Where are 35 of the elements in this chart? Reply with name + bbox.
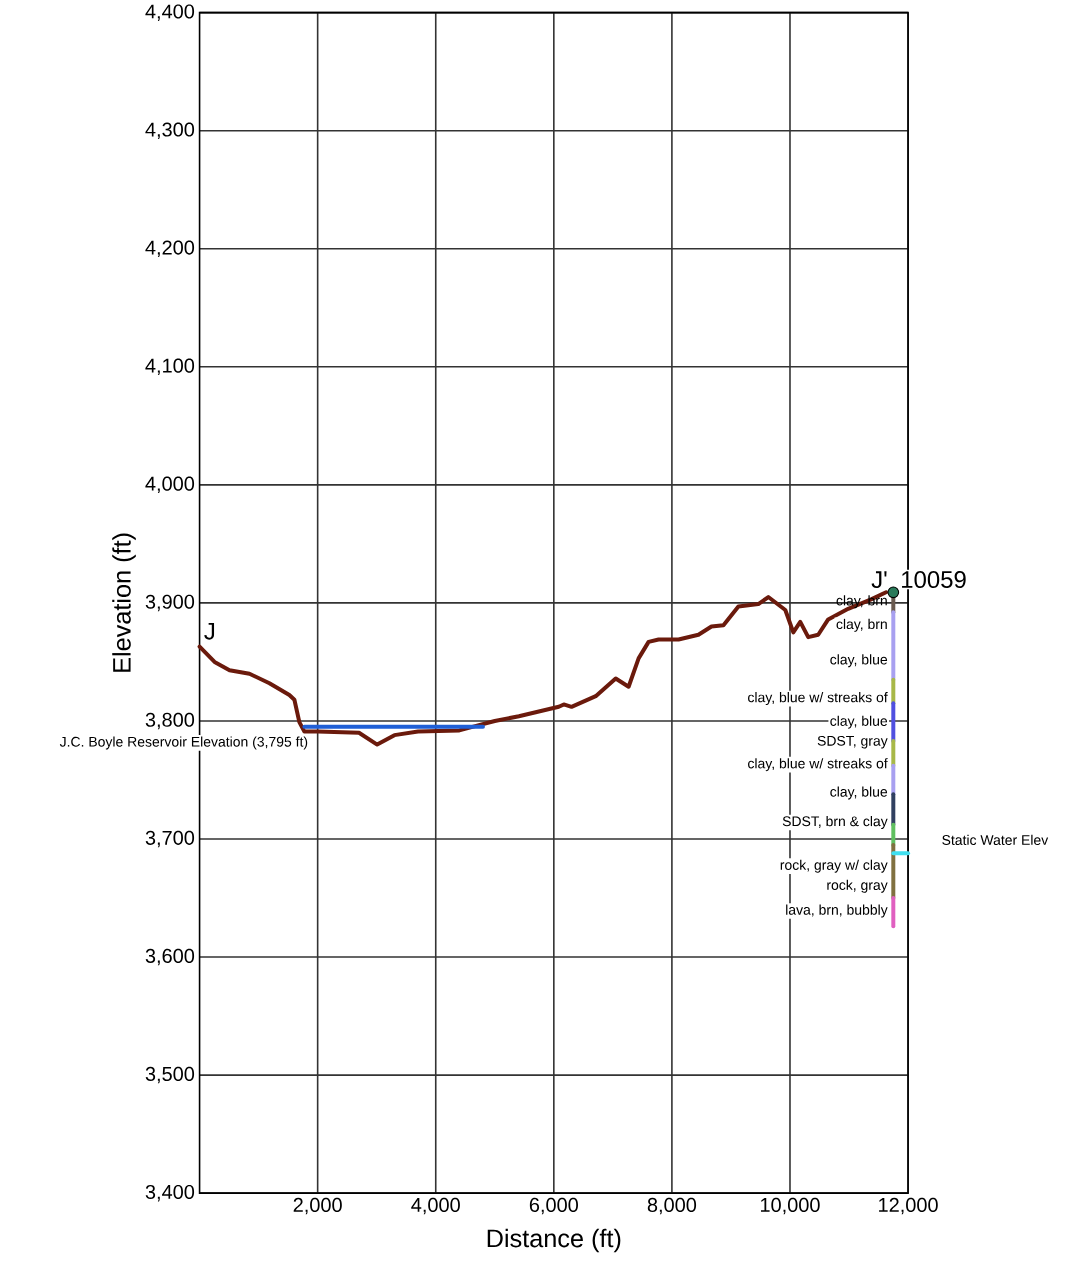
- annotation: clay, blue w/ streaks of: [748, 692, 888, 706]
- y-tick-label: 3,400: [145, 1184, 195, 1202]
- annotation: rock, gray: [827, 879, 888, 893]
- annotation: 10059: [902, 571, 966, 589]
- y-tick-label: 3,500: [145, 1066, 195, 1084]
- annotation: J': [871, 571, 887, 589]
- annotation: clay, blue: [830, 715, 888, 729]
- y-tick-label: 3,900: [145, 594, 195, 612]
- y-tick-label: 4,000: [145, 476, 195, 494]
- x-tick-label: 10,000: [761, 1197, 820, 1215]
- x-tick-label: 6,000: [530, 1197, 579, 1215]
- annotation: J: [204, 622, 215, 640]
- x-tick-label: 8,000: [647, 1197, 697, 1215]
- annotation: clay, blue: [830, 786, 888, 800]
- annotation: clay, blue: [830, 654, 888, 668]
- x-tick-label: 12,000: [879, 1197, 938, 1215]
- y-tick-label: 4,200: [145, 240, 195, 257]
- y-tick-label: 3,700: [145, 830, 195, 848]
- y-tick-label: 3,600: [145, 948, 195, 966]
- annotation: clay, brn: [836, 618, 887, 632]
- annotation: SDST, gray: [817, 735, 888, 749]
- y-tick-label: 4,100: [145, 358, 195, 376]
- y-tick-label: 3,800: [145, 712, 195, 730]
- annotation: J.C. Boyle Reservoir Elevation (3,795 ft): [59, 736, 308, 750]
- x-tick-label: 2,000: [293, 1197, 342, 1215]
- y-tick-label: 4,400: [145, 4, 195, 21]
- annotation: lava, brn, bubbly: [786, 904, 888, 918]
- annotation: rock, gray w/ clay: [780, 859, 888, 873]
- y-tick-label: 4,300: [145, 122, 195, 139]
- x-axis-title: Distance (ft): [487, 1228, 621, 1253]
- y-axis-title: Elevation (ft): [112, 533, 136, 672]
- annotation: clay, blue w/ streaks of: [748, 758, 888, 772]
- annotation: Static Water Elev: [942, 834, 1049, 846]
- x-tick-label: 4,000: [411, 1197, 461, 1215]
- annotation: SDST, brn & clay: [782, 815, 888, 829]
